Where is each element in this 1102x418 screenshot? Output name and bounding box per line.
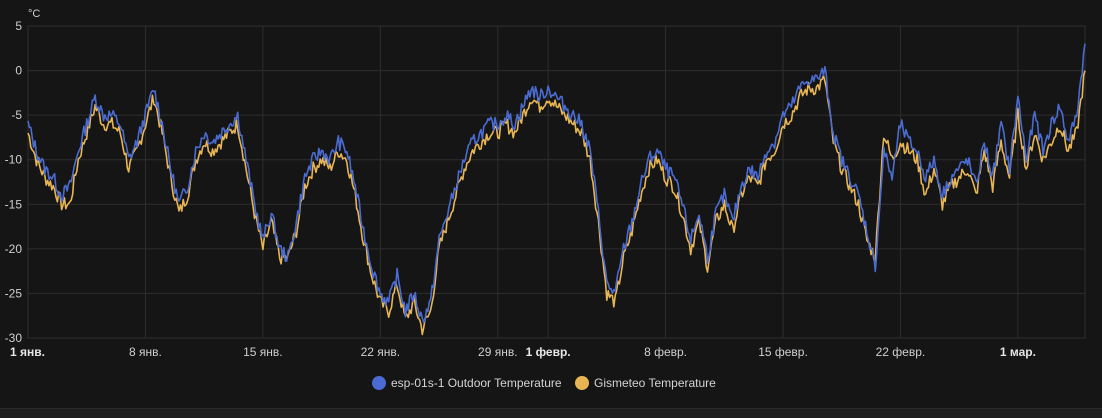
- y-tick-label: -10: [5, 153, 23, 167]
- legend-swatch: [575, 376, 589, 390]
- x-tick-label: 22 янв.: [361, 345, 401, 359]
- series-layer: [27, 43, 1086, 336]
- y-axis-unit: °C: [28, 8, 40, 20]
- x-tick-label: 8 янв.: [129, 345, 162, 359]
- y-tick-label: -5: [11, 108, 22, 122]
- bottom-divider: [0, 408, 1102, 418]
- legend-label: esp-01s-1 Outdoor Temperature: [391, 376, 562, 390]
- x-tick-label: 29 янв.: [478, 345, 518, 359]
- plot-frame: [27, 25, 1086, 339]
- y-tick-label: 5: [15, 19, 22, 33]
- y-tick-label: 0: [15, 64, 22, 78]
- x-tick-label: 1 февр.: [526, 345, 571, 359]
- x-tick-label: 1 янв.: [10, 345, 45, 359]
- x-tick-label: 8 февр.: [644, 345, 687, 359]
- legend-item-0[interactable]: esp-01s-1 Outdoor Temperature: [372, 376, 562, 390]
- y-tick-label: -20: [5, 242, 23, 256]
- legend-label: Gismeteo Temperature: [594, 376, 716, 390]
- x-tick-label: 22 февр.: [876, 345, 926, 359]
- y-tick-label: -30: [5, 331, 23, 345]
- series-line-gismeteo: [27, 70, 1086, 336]
- grid: [27, 25, 1086, 339]
- legend[interactable]: esp-01s-1 Outdoor Temperature Gismeteo Te…: [372, 376, 716, 390]
- legend-item-1[interactable]: Gismeteo Temperature: [575, 376, 716, 390]
- legend-swatch: [372, 376, 386, 390]
- series-line-esp: [27, 43, 1086, 324]
- y-tick-label: -25: [5, 286, 23, 300]
- axes: 5 0 -5 -10 -15 -20 -25 -30 °C 1 янв. 8 янв. 15 янв.…: [5, 8, 1036, 359]
- x-tick-label: 1 мар.: [1000, 345, 1036, 359]
- x-tick-label: 15 февр.: [758, 345, 808, 359]
- x-tick-label: 15 янв.: [243, 345, 283, 359]
- y-tick-label: -15: [5, 197, 23, 211]
